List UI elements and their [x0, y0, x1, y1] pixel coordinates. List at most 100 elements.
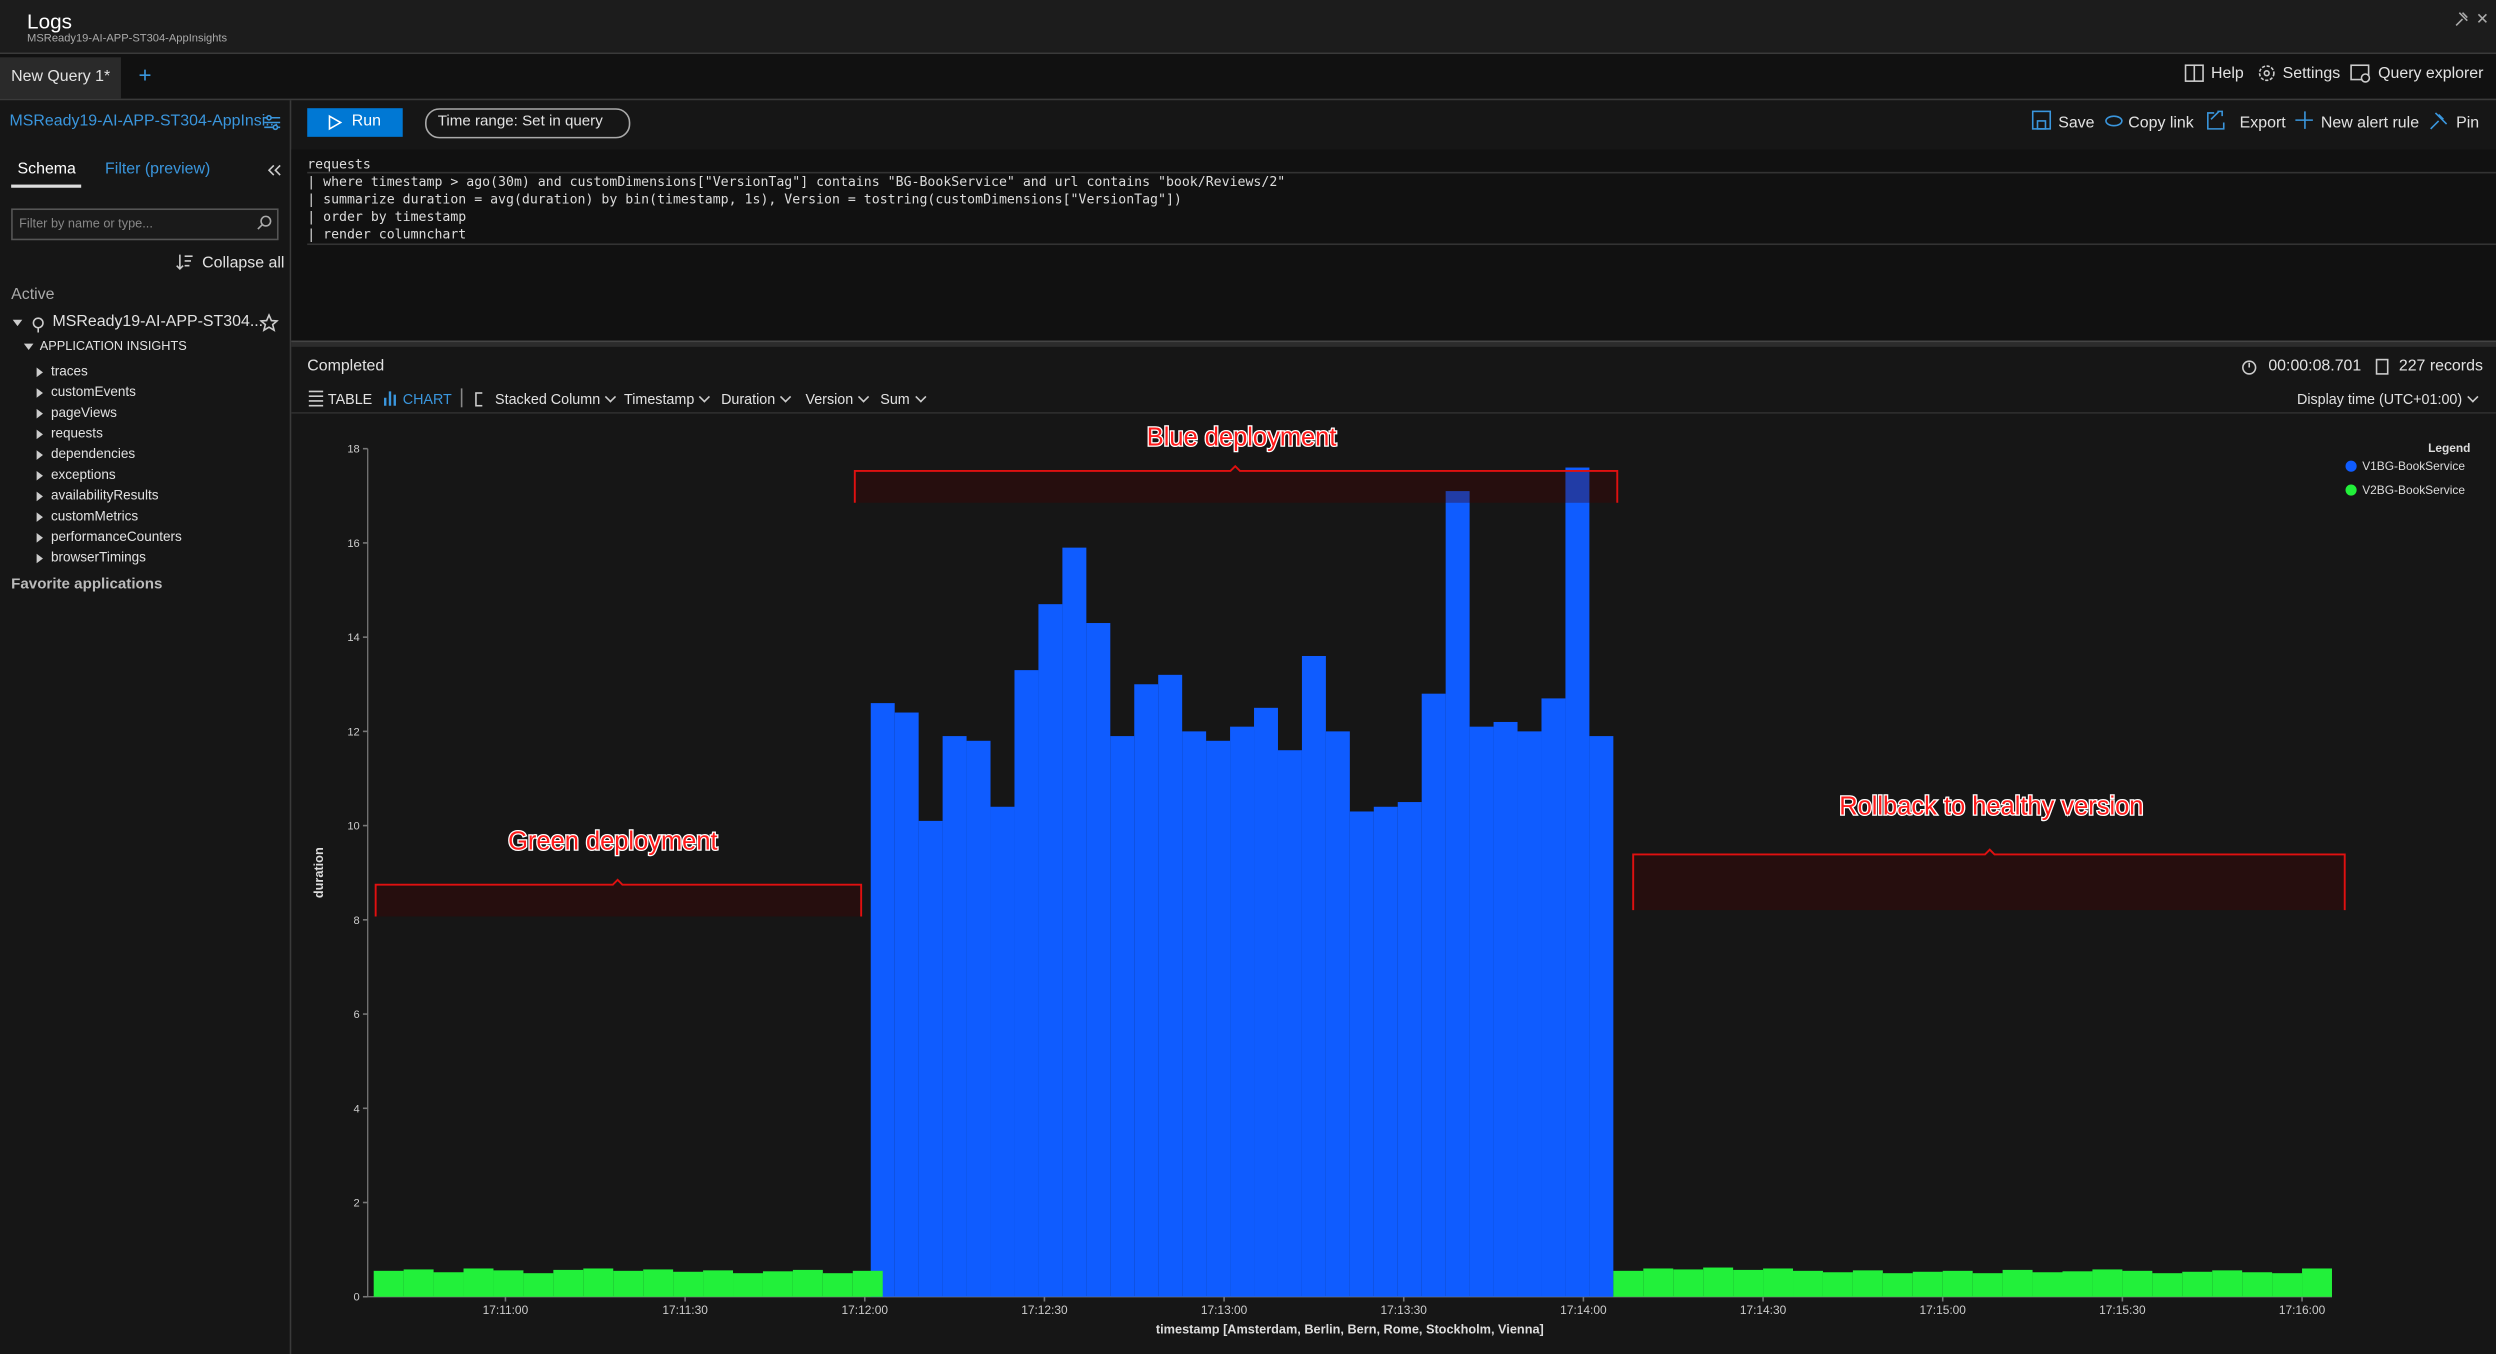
bar	[2032, 1272, 2063, 1297]
settings-button[interactable]: Settings	[2282, 65, 2341, 83]
page-subtitle: MSReady19-AI-APP-ST304-AppInsights	[27, 33, 228, 45]
bar	[1852, 1270, 1883, 1297]
collapse-sidebar[interactable]	[266, 162, 282, 178]
display-time[interactable]: Display time (UTC+01:00)	[2296, 390, 2479, 409]
query-line[interactable]: requests	[307, 155, 371, 172]
group-label[interactable]: APPLICATION INSIGHTS	[39, 338, 187, 354]
option-label[interactable]: Version	[805, 391, 854, 408]
time-range-pill[interactable]	[425, 108, 631, 139]
option-label[interactable]: Duration	[721, 391, 776, 408]
time-range[interactable]: Time range: Set in query	[437, 112, 603, 131]
chevron	[699, 391, 711, 403]
query-tab[interactable]	[0, 57, 121, 99]
arrow	[36, 553, 43, 564]
expand-arrow[interactable]	[35, 449, 45, 462]
query-tab-label[interactable]: New Query 1*	[11, 68, 111, 86]
new-alert-rule-button[interactable]: New alert rule	[2320, 114, 2420, 133]
bar	[1589, 736, 1614, 1297]
chart-option[interactable]: Duration	[721, 390, 792, 409]
export-button[interactable]: Export	[2239, 114, 2286, 133]
table-name[interactable]: dependencies	[50, 445, 136, 462]
expand-arrow[interactable]	[35, 552, 45, 565]
display-time-label[interactable]: Display time (UTC+01:00)	[2296, 391, 2463, 408]
help-button[interactable]: Help	[2211, 65, 2244, 83]
action-icons	[2031, 110, 2448, 130]
bar	[1703, 1267, 1734, 1297]
favorite-star[interactable]	[259, 313, 279, 332]
query-line[interactable]: | order by timestamp	[307, 208, 467, 225]
query-line[interactable]: | summarize duration = avg(duration) by …	[307, 190, 1182, 207]
bracket-shade	[1633, 854, 2345, 911]
table-name[interactable]: availabilityResults	[50, 486, 159, 503]
expand-arrow[interactable]	[35, 407, 45, 420]
x-axis-label: timestamp [Amsterdam, Berlin, Bern, Rome…	[1156, 1321, 1544, 1336]
table-name[interactable]: browserTimings	[50, 548, 146, 565]
table-name[interactable]: pageViews	[50, 404, 117, 421]
bar	[583, 1268, 614, 1297]
bar	[1421, 693, 1446, 1297]
chart-option[interactable]: Timestamp	[623, 390, 711, 409]
expand-arrow[interactable]	[35, 469, 45, 482]
bar	[1182, 731, 1207, 1297]
bar	[1793, 1270, 1823, 1297]
expand-arrow[interactable]	[35, 428, 45, 441]
option-label[interactable]: Timestamp	[623, 391, 695, 408]
expand-arrow[interactable]	[35, 366, 45, 379]
save-button[interactable]: Save	[2058, 114, 2095, 133]
bar	[1254, 707, 1278, 1297]
table-name[interactable]: customEvents	[50, 383, 136, 400]
schema-tab[interactable]: Schema	[17, 160, 76, 179]
bar	[1301, 655, 1326, 1297]
expand-arrow[interactable]	[35, 490, 45, 503]
chart-view[interactable]: CHART	[402, 391, 452, 408]
y-tick-label: 4	[354, 1103, 360, 1115]
add-tab[interactable]: +	[138, 62, 152, 88]
bar	[2092, 1269, 2123, 1297]
bar	[1613, 1270, 1644, 1297]
expand-arrow[interactable]	[35, 387, 45, 400]
filter-tab[interactable]: Filter (preview)	[105, 160, 211, 179]
chart-option[interactable]: Stacked Column	[495, 390, 617, 409]
run-button[interactable]	[307, 108, 403, 137]
bar	[2182, 1271, 2213, 1297]
resource-icons	[12, 317, 44, 333]
chart-option[interactable]: Sum	[880, 390, 926, 409]
chart-option[interactable]: Version	[805, 390, 870, 409]
pin-button[interactable]: Pin	[2456, 114, 2480, 133]
splitter[interactable]	[291, 340, 2496, 347]
table-name[interactable]: customMetrics	[50, 507, 139, 524]
bar	[1822, 1272, 1853, 1297]
schema-search[interactable]	[11, 208, 279, 241]
table-name[interactable]: requests	[50, 424, 103, 441]
scope-selector[interactable]: MSReady19-AI-APP-ST304-AppInsi...	[9, 112, 279, 131]
bar	[1397, 802, 1422, 1297]
y-tick-label: 6	[354, 1009, 360, 1021]
table-name[interactable]: exceptions	[50, 466, 116, 483]
bar	[1469, 726, 1494, 1297]
bar	[1763, 1268, 1794, 1297]
x-tick-label: 17:11:30	[662, 1303, 708, 1317]
y-axis-label: duration	[311, 847, 326, 898]
option-label[interactable]: Sum	[880, 391, 910, 408]
table-name[interactable]: performanceCounters	[50, 528, 182, 545]
y-tick-label: 10	[347, 821, 359, 833]
query-line[interactable]: | where timestamp > ago(30m) and customD…	[307, 173, 1286, 190]
table-name[interactable]: traces	[50, 362, 88, 379]
query-line[interactable]: | render columnchart	[307, 225, 467, 242]
expand-arrow[interactable]	[35, 511, 45, 524]
expand-arrow[interactable]	[35, 531, 45, 544]
bar	[942, 736, 967, 1297]
scope-icon[interactable]	[263, 113, 282, 132]
resource-name[interactable]: MSReady19-AI-APP-ST304...	[52, 313, 264, 331]
option-label[interactable]: Stacked Column	[495, 391, 601, 408]
table-view[interactable]: TABLE	[327, 391, 373, 408]
query-explorer-button[interactable]: Query explorer	[2378, 65, 2484, 83]
window-icons[interactable]	[2451, 10, 2489, 29]
annotation-bracket	[853, 464, 1619, 503]
bar	[613, 1270, 644, 1297]
copy-link-button[interactable]: Copy link	[2128, 114, 2194, 133]
run-label[interactable]: Run	[351, 112, 382, 131]
arrow	[36, 367, 43, 378]
bar	[1373, 806, 1398, 1297]
collapse-all[interactable]: Collapse all	[202, 254, 285, 273]
